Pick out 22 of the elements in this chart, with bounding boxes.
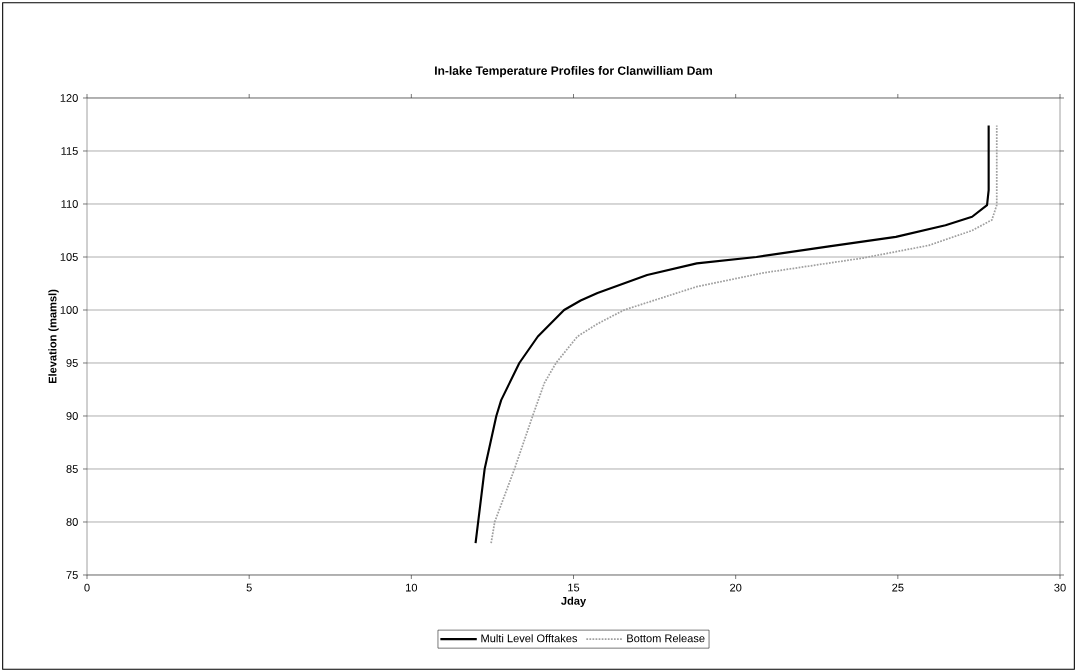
x-tick-label: 15	[568, 583, 580, 592]
y-tick-label: 105	[60, 253, 78, 261]
y-tick-label: 100	[60, 306, 78, 314]
x-tick-label: 5	[246, 583, 252, 592]
y-tick-label: 80	[66, 518, 78, 526]
y-tick-label: 90	[66, 412, 78, 420]
chart-title: In-lake Temperature Profiles for Clanwilliam Dam	[435, 66, 713, 78]
x-axis-title: Jday	[561, 596, 587, 608]
x-tick-label: 20	[730, 583, 742, 592]
y-tick-label: 95	[66, 359, 78, 367]
y-axis-title: Elevation (mamsl)	[48, 289, 59, 384]
x-tick-label: 10	[406, 583, 418, 592]
y-tick-label: 85	[66, 465, 78, 473]
x-tick-label: 0	[84, 583, 90, 592]
x-tick-label: 25	[892, 583, 904, 592]
y-tick-label: 120	[60, 94, 78, 102]
y-tick-label: 110	[61, 200, 78, 208]
x-tick-label: 30	[1054, 583, 1066, 592]
legend-label: Multi Level Offtakes	[481, 634, 578, 643]
y-tick-label: 75	[66, 571, 78, 579]
y-tick-label: 115	[61, 147, 78, 155]
legend-label: Bottom Release	[627, 634, 705, 643]
